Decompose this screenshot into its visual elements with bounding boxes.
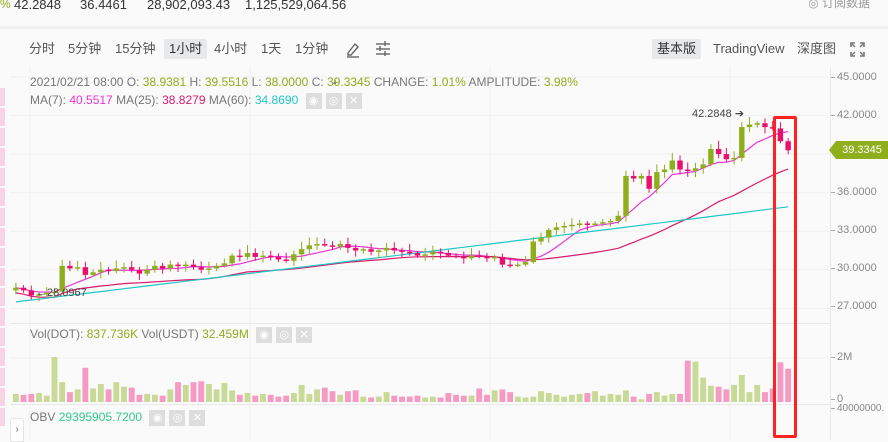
- open-value: 38.9381: [142, 75, 187, 89]
- ticker-stats-bar: % 42.2848 36.4461 28,902,093.43 1,125,52…: [0, 0, 888, 29]
- low-24h: 36.4461: [80, 0, 127, 12]
- volume-tick: 0: [831, 393, 843, 405]
- obv-eye-icon[interactable]: ◉: [149, 410, 166, 426]
- view-tradingview[interactable]: TradingView: [713, 41, 785, 56]
- dropdown-corner-icon: [332, 80, 336, 84]
- ma25-value: 38.8279: [162, 93, 206, 108]
- price-tick: 42.0000: [831, 109, 877, 121]
- interval-5m[interactable]: 5分钟: [68, 41, 102, 56]
- obv-close-icon[interactable]: ✕: [189, 410, 206, 426]
- max-price-annotation: 42.2848 ➔: [692, 108, 745, 120]
- price-tick: 36.0000: [831, 186, 877, 198]
- ma60-value: 34.8690: [254, 93, 299, 108]
- left-sidebar-strip: [0, 88, 5, 440]
- interval-15m[interactable]: 15分钟: [115, 41, 156, 56]
- candlestick-chart[interactable]: [10, 68, 830, 440]
- pencil-icon[interactable]: [344, 40, 362, 58]
- volume-tick: 2M: [831, 351, 852, 363]
- obv-pane-divider[interactable]: [10, 404, 830, 405]
- volume-quote: 1,125,529,064.56: [245, 0, 347, 12]
- current-price-tag: 39.3345: [829, 141, 888, 159]
- high-value: 39.5516: [204, 75, 249, 89]
- view-basic[interactable]: 基本版: [652, 39, 702, 59]
- interval-4h[interactable]: 4小时: [214, 41, 248, 56]
- expand-panel-button[interactable]: ›: [10, 418, 24, 442]
- sliders-icon[interactable]: [374, 40, 392, 58]
- obv-value: 29395905.7200: [58, 410, 143, 425]
- ma-close-icon[interactable]: ✕: [345, 93, 362, 109]
- volume-legend: Vol(DOT): 837.736K Vol(USDT) 32.459M ◉ ◎ ✕: [30, 327, 313, 343]
- ma-legend: MA(7): 40.5517 MA(25): 38.8279 MA(60): 3…: [30, 93, 362, 109]
- ma7-value: 40.5517: [69, 93, 113, 108]
- interval-timeline[interactable]: 分时: [29, 41, 56, 56]
- min-price-annotation: ←28.0967: [36, 287, 87, 299]
- obv-settings-icon[interactable]: ◎: [169, 410, 186, 426]
- obv-tick: 40000000.: [831, 403, 884, 414]
- ma-settings-icon[interactable]: ◎: [325, 93, 342, 109]
- obv-legend: OBV 29395905.7200 ◉ ◎ ✕: [30, 410, 206, 426]
- legend-datetime: 2021/02/21 08:00: [30, 75, 124, 89]
- interval-1d[interactable]: 1天: [261, 41, 282, 56]
- vol-close-icon[interactable]: ✕: [296, 327, 313, 343]
- change-value: 1.01%: [431, 75, 466, 89]
- view-depth[interactable]: 深度图: [797, 41, 837, 56]
- ma-eye-icon[interactable]: ◉: [305, 93, 322, 109]
- low-value: 38.0000: [264, 75, 309, 89]
- vol-quote-value: 32.459M: [202, 327, 249, 342]
- volume-pane-divider[interactable]: [10, 323, 830, 324]
- ohlc-legend: 2021/02/21 08:00 O: 38.9381 H: 39.5516 L…: [30, 75, 578, 89]
- highlight-box: [773, 116, 797, 438]
- subscribe-data-link[interactable]: ◎ 订阅数据: [808, 0, 870, 10]
- interval-1m-dropdown[interactable]: 1分钟: [295, 41, 329, 56]
- price-tick: 30.0000: [831, 262, 877, 274]
- price-tick: 33.0000: [831, 224, 877, 236]
- price-tick: 27.0000: [831, 300, 877, 312]
- close-value: 39.3345: [327, 75, 371, 89]
- percent-mark: %: [0, 0, 11, 11]
- price-axis[interactable]: 45.0000 42.0000 36.0000 33.0000 30.0000 …: [830, 68, 888, 440]
- arrow-right-icon: ➔: [734, 108, 745, 120]
- volume-base: 28,902,093.43: [147, 0, 231, 12]
- vol-eye-icon[interactable]: ◉: [256, 327, 273, 343]
- expand-icon[interactable]: [850, 42, 865, 57]
- amplitude-value: 3.98%: [543, 75, 578, 89]
- vol-settings-icon[interactable]: ◎: [276, 327, 293, 343]
- high-24h: 42.2848: [14, 0, 61, 12]
- vol-base-value: 837.736K: [86, 327, 139, 342]
- price-tick: 45.0000: [831, 71, 877, 83]
- chart-toolbar: 分时 5分钟 15分钟 1小时 4小时 1天 1分钟 基本版 TradingVi…: [10, 30, 888, 84]
- interval-1h[interactable]: 1小时: [164, 39, 208, 59]
- arrow-left-icon: ←: [36, 287, 47, 299]
